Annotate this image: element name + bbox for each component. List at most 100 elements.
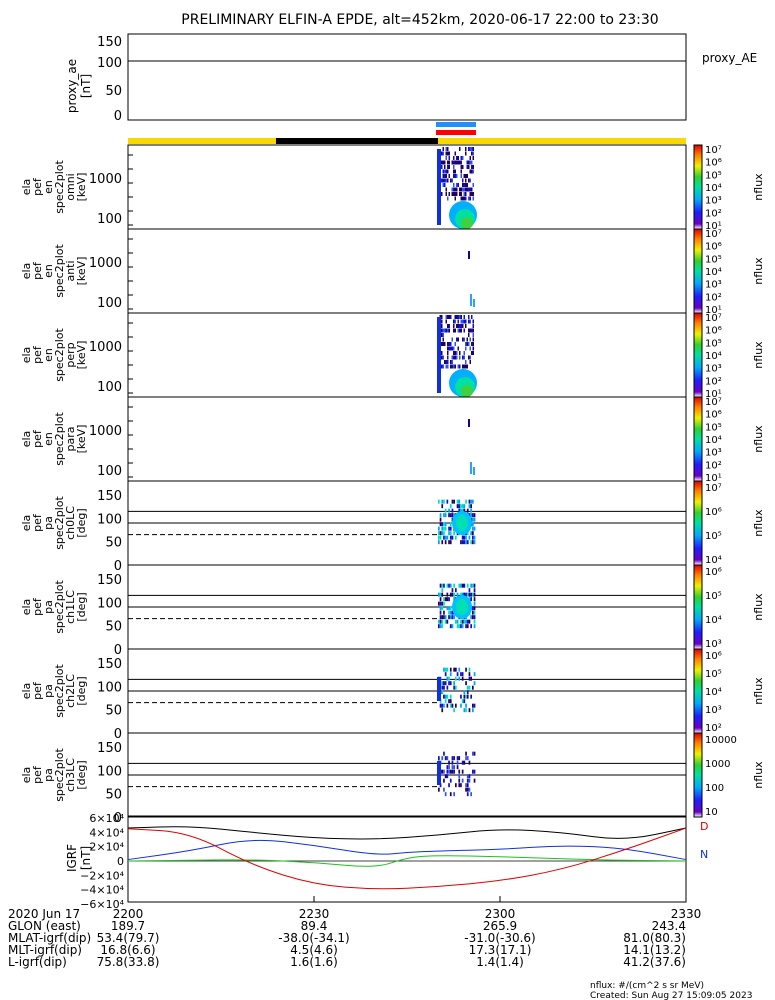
colorbar-tick: 10⁵: [705, 254, 722, 265]
pitch-pixel: [438, 526, 440, 531]
spectrogram-pixel: [471, 342, 473, 346]
pitch-pixel: [451, 756, 454, 761]
spectrogram-pixel: [463, 328, 465, 333]
status-bar-red: [436, 130, 476, 135]
spectrogram-pixel: [447, 360, 449, 364]
pitch-pixel: [438, 499, 440, 504]
pitch-pixel: [453, 765, 455, 770]
pitch-pixel: [466, 756, 469, 761]
colorbar-tick: 10⁴: [705, 351, 722, 362]
pitch-pixel: [461, 672, 464, 677]
colorbar-tick: 10⁴: [705, 435, 722, 446]
spectrogram-pixel: [470, 462, 472, 474]
spectrogram-pixel: [459, 187, 461, 192]
annotation-cell: 53.4(79.7): [97, 931, 160, 945]
spectrogram-pixel: [472, 346, 474, 351]
pitch-pixel: [466, 624, 469, 629]
pitch-ytick: 150: [97, 657, 122, 672]
spectrogram-pixel: [471, 165, 473, 169]
pitch-pixel: [441, 681, 444, 686]
pitch-pixel: [473, 540, 476, 545]
pitch-pixel: [446, 756, 449, 761]
pitch-pixel: [456, 592, 459, 597]
pitch-pixel: [438, 540, 440, 545]
spectrogram-pixel: [441, 319, 443, 324]
spectrogram-pixel: [442, 333, 444, 337]
pitch-pixel: [461, 619, 464, 624]
annotation-cell: -31.0(-30.6): [464, 931, 535, 945]
spectrogram-pixel: [456, 156, 458, 160]
spectrogram-pixel: [468, 419, 470, 427]
spectrogram-pixel: [465, 364, 467, 369]
pitch-pixel: [458, 774, 461, 779]
spectrogram-pixel: [453, 355, 455, 360]
pitch-pixel: [465, 535, 467, 540]
spectrogram-pixel: [466, 342, 468, 346]
spectrogram-pixel: [472, 319, 474, 324]
pitch-pixel: [458, 667, 461, 672]
pitch-pixel: [446, 535, 449, 540]
pitch-pixel: [443, 513, 445, 518]
pitch-pixel: [465, 667, 467, 672]
pitch-pixel: [466, 792, 469, 797]
spectrogram-ylabel-0-4: omni: [64, 173, 77, 200]
colorbar-tick: 10⁴: [705, 687, 722, 698]
pitch-pixel: [449, 624, 452, 629]
pitch-pixel: [441, 756, 444, 761]
colorbar-tick: 10: [705, 807, 718, 818]
pitch-pixel: [446, 606, 449, 611]
colorbar-tick: 10¹: [705, 221, 722, 232]
pitch-ylabel-0-4: ch0LC: [64, 506, 77, 540]
spectrogram-pixel: [447, 342, 449, 346]
spectrogram-pixel: [466, 364, 468, 369]
colorbar-tick: 10²: [705, 460, 722, 471]
pitch-pixel: [456, 619, 459, 624]
spectrogram-pixel: [462, 178, 464, 183]
pitch-pixel: [455, 685, 457, 690]
pitch-pixel: [444, 681, 447, 686]
pitch-pixel: [443, 778, 445, 783]
spectrogram-pixel: [460, 328, 462, 333]
pitch-pixel: [465, 694, 467, 699]
spectrogram-pixel: [465, 196, 467, 201]
pitch-pixel: [443, 769, 445, 774]
igrf-ylabel-1: IGRF: [65, 844, 79, 872]
pitch-ytick: 150: [97, 489, 122, 504]
status-bar-blue: [436, 122, 476, 127]
pitch-ylabel-3-1: pef: [31, 765, 44, 784]
spectrogram-pixel: [444, 360, 446, 364]
pitch-pixel: [449, 681, 452, 686]
spectrogram-pixel: [445, 364, 447, 369]
pitch-pixel: [463, 699, 466, 704]
igrf-red-curve: [127, 827, 687, 890]
colorbar-tick: 10⁶: [705, 567, 722, 578]
pitch-pixel: [441, 624, 444, 629]
pitch-pixel: [451, 508, 454, 513]
spectrogram-pixel: [448, 328, 450, 333]
colorbar-label: nflux: [752, 761, 765, 789]
spectrogram-pixel: [471, 192, 473, 196]
colorbar-tick: 10⁵: [705, 422, 722, 433]
spectrogram-ylabel-3-5: [keV]: [75, 425, 88, 454]
pitch-pixel: [461, 760, 464, 765]
pitch-pixel: [473, 672, 476, 677]
pitch-pixel: [466, 783, 469, 788]
spectrogram-pixel: [447, 351, 449, 355]
pitch-pixel: [438, 756, 440, 761]
spectrogram-pixel: [454, 151, 456, 156]
spectrogram-pixel: [447, 196, 449, 201]
pitch-pixel: [453, 592, 455, 597]
pitch-pixel: [439, 610, 442, 615]
pitch-pixel: [465, 540, 467, 545]
spectrogram-pixel: [456, 160, 458, 165]
pitch-pixel: [468, 619, 471, 624]
spectrogram-pixel: [460, 315, 462, 319]
spectrogram-pixel: [465, 178, 467, 183]
spectrogram-pixel: [445, 178, 447, 183]
spectrogram-ytick-100: 100: [97, 296, 122, 311]
spectrogram-pixel: [462, 324, 464, 328]
pitch-pixel: [472, 615, 474, 620]
pitch-pixel: [460, 624, 462, 629]
spectrogram-pixel: [451, 160, 453, 165]
pitch-pixel: [444, 699, 447, 704]
